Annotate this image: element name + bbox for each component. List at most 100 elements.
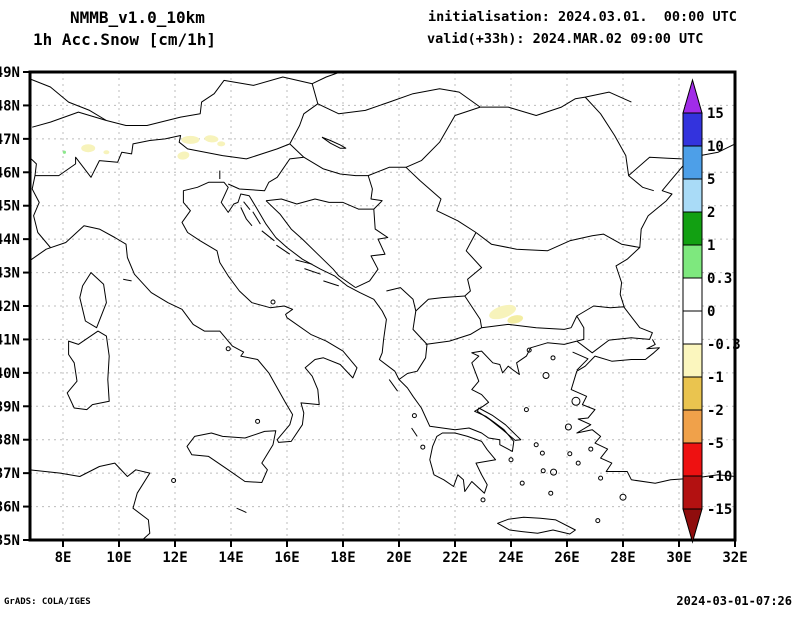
snow-patch bbox=[177, 151, 190, 160]
colorbar-arrow-bottom bbox=[682, 508, 703, 544]
colorbar-label: -0.3 bbox=[707, 337, 741, 353]
colorbar-band bbox=[682, 442, 703, 477]
colorbar-label: 5 bbox=[707, 172, 715, 188]
small-island bbox=[542, 372, 550, 380]
y-axis-label: 48N bbox=[0, 98, 20, 114]
colorbar-label: 0.3 bbox=[707, 271, 732, 287]
island-sliver bbox=[261, 230, 275, 242]
small-island bbox=[598, 475, 604, 481]
coastline bbox=[572, 351, 589, 371]
small-island bbox=[526, 347, 532, 353]
colorbar: 15 10 5 2 1 0.3 0 -0.3 -1 -2 -5 -10 -15 bbox=[682, 78, 741, 544]
border-line bbox=[386, 287, 428, 380]
island-outline bbox=[476, 407, 522, 441]
border-line bbox=[265, 198, 374, 210]
small-island bbox=[575, 460, 581, 466]
island-sliver bbox=[243, 201, 251, 211]
colorbar-label: -10 bbox=[707, 469, 732, 485]
border-line bbox=[32, 111, 107, 128]
small-island bbox=[420, 444, 426, 450]
init-time-label: initialisation: 2024.03.01. 00:00 UTC bbox=[428, 9, 737, 25]
x-axis-label: 10E bbox=[106, 550, 131, 566]
small-island bbox=[508, 457, 514, 463]
y-axis-label: 47N bbox=[0, 132, 20, 148]
snow-patch bbox=[181, 135, 200, 144]
colorbar-label: -2 bbox=[707, 403, 724, 419]
border-line bbox=[303, 156, 383, 210]
colorbar-label: 15 bbox=[707, 106, 724, 122]
colorbar-band bbox=[682, 145, 703, 180]
y-axis-label: 49N bbox=[0, 65, 20, 81]
border-line bbox=[30, 157, 37, 176]
border-line bbox=[35, 135, 290, 178]
colorbar-label: -15 bbox=[707, 502, 732, 518]
small-island bbox=[567, 451, 573, 457]
border-line bbox=[30, 78, 107, 121]
x-axis-label: 8E bbox=[55, 550, 72, 566]
x-axis-label: 32E bbox=[722, 550, 747, 566]
y-axis-label: 37N bbox=[0, 466, 20, 482]
border-line bbox=[311, 72, 341, 85]
valid-time-label: valid(+33h): 2024.MAR.02 09:00 UTC bbox=[427, 31, 704, 47]
island-sliver bbox=[411, 427, 418, 437]
colorbar-band bbox=[682, 409, 703, 444]
snow-patch bbox=[489, 304, 517, 320]
island-sliver bbox=[304, 268, 321, 275]
island-sliver bbox=[252, 211, 261, 225]
y-axis-label: 42N bbox=[0, 299, 20, 315]
snow-patch bbox=[204, 135, 219, 143]
x-axis-label: 20E bbox=[386, 550, 411, 566]
x-axis-label: 30E bbox=[666, 550, 691, 566]
border-line bbox=[321, 136, 347, 149]
colorbar-label: -5 bbox=[707, 436, 724, 452]
colorbar-label: 1 bbox=[707, 238, 715, 254]
y-axis-label: 43N bbox=[0, 266, 20, 282]
x-axis-label: 16E bbox=[274, 550, 299, 566]
island-sliver bbox=[323, 280, 339, 287]
colorbar-band bbox=[682, 277, 703, 312]
small-island bbox=[171, 477, 177, 483]
colorbar-label: 10 bbox=[707, 139, 724, 155]
island-outline bbox=[497, 516, 576, 535]
small-island bbox=[523, 407, 529, 413]
border-line bbox=[227, 156, 304, 192]
island-sliver bbox=[295, 259, 313, 265]
map-inner bbox=[30, 72, 735, 540]
y-axis-label: 45N bbox=[0, 199, 20, 215]
x-axis-label: 18E bbox=[330, 550, 355, 566]
coastline bbox=[570, 339, 735, 484]
island-outline bbox=[66, 330, 110, 411]
colorbar-band bbox=[682, 244, 703, 279]
y-axis-label: 38N bbox=[0, 433, 20, 449]
snow-patch bbox=[62, 150, 66, 154]
border-line bbox=[289, 143, 305, 158]
small-island bbox=[411, 413, 417, 419]
creation-timestamp: 2024-03-01-07:26 bbox=[676, 594, 792, 608]
x-axis-label: 28E bbox=[610, 550, 635, 566]
border-line bbox=[425, 327, 482, 345]
colorbar-band bbox=[682, 475, 703, 510]
small-island bbox=[540, 468, 546, 474]
border-line bbox=[289, 83, 319, 145]
grads-credit: GrADS: COLA/IGES bbox=[4, 597, 91, 607]
snow-patch bbox=[81, 144, 96, 153]
border-line bbox=[570, 315, 585, 342]
border-line bbox=[481, 323, 572, 330]
colorbar-arrow-top bbox=[682, 78, 703, 114]
x-axis-label: 26E bbox=[554, 550, 579, 566]
small-island bbox=[519, 480, 525, 486]
field-title: 1h Acc.Snow [cm/1h] bbox=[33, 30, 217, 49]
small-island bbox=[588, 446, 594, 452]
island-sliver bbox=[123, 278, 132, 282]
y-axis-label: 46N bbox=[0, 165, 20, 181]
small-island bbox=[533, 442, 539, 448]
border-line bbox=[415, 295, 465, 312]
colorbar-band bbox=[682, 376, 703, 411]
coastline bbox=[30, 462, 151, 540]
snow-shading bbox=[62, 135, 524, 324]
colorbar-band bbox=[682, 343, 703, 378]
small-island bbox=[619, 493, 627, 501]
island-sliver bbox=[276, 244, 291, 255]
